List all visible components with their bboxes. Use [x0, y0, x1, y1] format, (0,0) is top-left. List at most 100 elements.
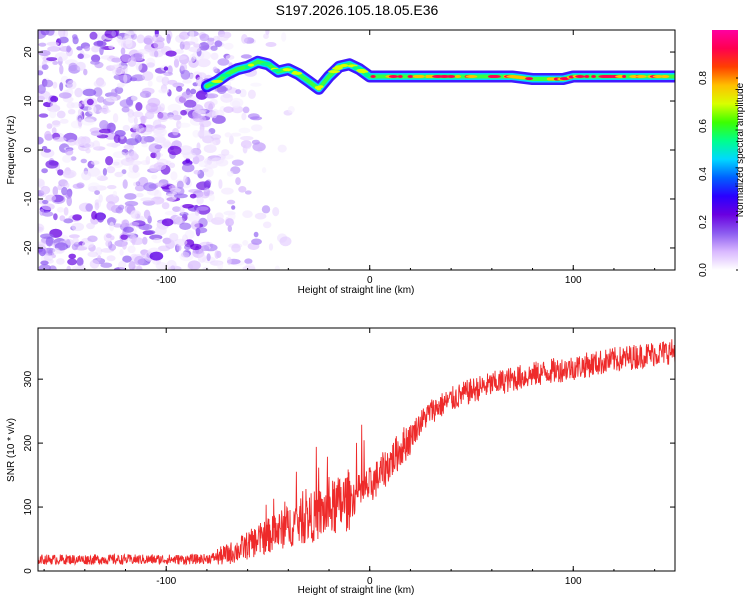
noise-blob	[40, 260, 49, 266]
noise-blob	[210, 140, 217, 148]
noise-blob	[235, 177, 241, 186]
noise-blob	[85, 203, 93, 212]
noise-blob	[261, 205, 271, 214]
noise-blob	[247, 89, 256, 100]
y-tick-label: 10	[23, 95, 34, 107]
noise-blob	[199, 33, 210, 42]
ridge-hotspot	[591, 75, 597, 78]
noise-blob	[197, 58, 211, 68]
noise-blob	[47, 46, 61, 52]
noise-blob	[120, 234, 128, 240]
noise-blob	[62, 169, 77, 179]
noise-blob	[89, 31, 98, 40]
ridge-hotspot	[489, 75, 501, 78]
noise-blob	[59, 64, 64, 75]
noise-blob	[169, 232, 179, 242]
noise-blob	[90, 160, 100, 165]
noise-blob	[72, 34, 78, 40]
noise-blob	[163, 66, 169, 71]
noise-blob	[142, 236, 148, 245]
noise-blob	[145, 156, 151, 165]
noise-blob	[210, 45, 218, 51]
noise-blob	[196, 196, 204, 205]
noise-blob	[222, 92, 231, 99]
noise-blob	[112, 190, 118, 197]
noise-blob	[52, 247, 60, 255]
noise-blob	[208, 103, 214, 112]
noise-blob	[136, 34, 145, 44]
noise-blob	[235, 89, 242, 95]
noise-blob	[287, 106, 295, 114]
noise-blob	[238, 186, 247, 193]
noise-blob	[43, 148, 51, 153]
noise-blob	[141, 143, 148, 148]
noise-blob	[203, 187, 210, 197]
noise-blob	[182, 79, 192, 84]
noise-blob	[121, 219, 130, 229]
noise-blob	[41, 168, 48, 174]
noise-blob	[143, 37, 153, 45]
noise-blob	[38, 84, 46, 94]
noise-blob	[42, 199, 49, 205]
noise-blob	[223, 42, 234, 50]
noise-blob	[212, 66, 218, 73]
noise-blob	[146, 62, 155, 68]
noise-blob	[180, 62, 188, 72]
noise-blob	[268, 243, 274, 251]
noise-blob	[106, 185, 117, 190]
noise-blob	[90, 60, 100, 65]
y-tick-label: 200	[23, 434, 34, 451]
noise-blob	[121, 40, 127, 50]
noise-blob	[231, 205, 236, 210]
noise-blob	[121, 240, 127, 250]
noise-blob	[64, 182, 70, 189]
noise-blob	[182, 152, 197, 159]
noise-blob	[150, 196, 165, 205]
noise-blob	[123, 226, 134, 233]
noise-blob	[223, 106, 234, 113]
noise-blob	[229, 135, 234, 145]
colorbar-tick-label: 0.2	[698, 215, 709, 229]
noise-blob	[127, 113, 135, 124]
noise-blob	[244, 190, 252, 195]
noise-blob	[193, 43, 202, 48]
noise-blob	[84, 46, 91, 52]
noise-blob	[67, 258, 78, 266]
noise-blob	[153, 182, 168, 187]
noise-blob	[156, 106, 165, 113]
noise-blob	[153, 40, 165, 50]
ridge-hotspot	[340, 64, 349, 67]
noise-blob	[57, 169, 64, 176]
noise-blob	[231, 243, 241, 253]
noise-blob	[93, 40, 107, 47]
noise-blob	[62, 154, 72, 163]
noise-blob	[176, 180, 184, 189]
noise-blob	[117, 204, 125, 210]
noise-blob	[178, 122, 191, 128]
noise-blob	[94, 202, 100, 211]
noise-blob	[227, 87, 238, 94]
noise-blob	[97, 255, 102, 261]
noise-blob	[143, 182, 157, 192]
noise-blob	[100, 262, 113, 268]
ridge-hotspot	[364, 73, 372, 77]
noise-blob	[187, 212, 200, 223]
noise-blob	[91, 45, 100, 53]
noise-blob	[147, 80, 153, 87]
noise-blob	[173, 55, 187, 60]
x-tick-label: 100	[565, 275, 582, 286]
noise-blob	[132, 111, 144, 118]
ridge-hotspot	[397, 75, 403, 78]
noise-blob	[217, 34, 229, 42]
noise-blob	[46, 41, 60, 47]
noise-blob	[140, 115, 146, 125]
noise-blob	[131, 74, 146, 82]
noise-blob	[253, 231, 259, 238]
noise-blob	[181, 163, 195, 173]
spectrogram-noise	[38, 30, 295, 270]
noise-blob	[82, 88, 97, 97]
noise-blob	[118, 260, 127, 270]
noise-blob	[52, 186, 59, 196]
noise-blob	[130, 132, 139, 139]
noise-blob	[195, 90, 208, 100]
